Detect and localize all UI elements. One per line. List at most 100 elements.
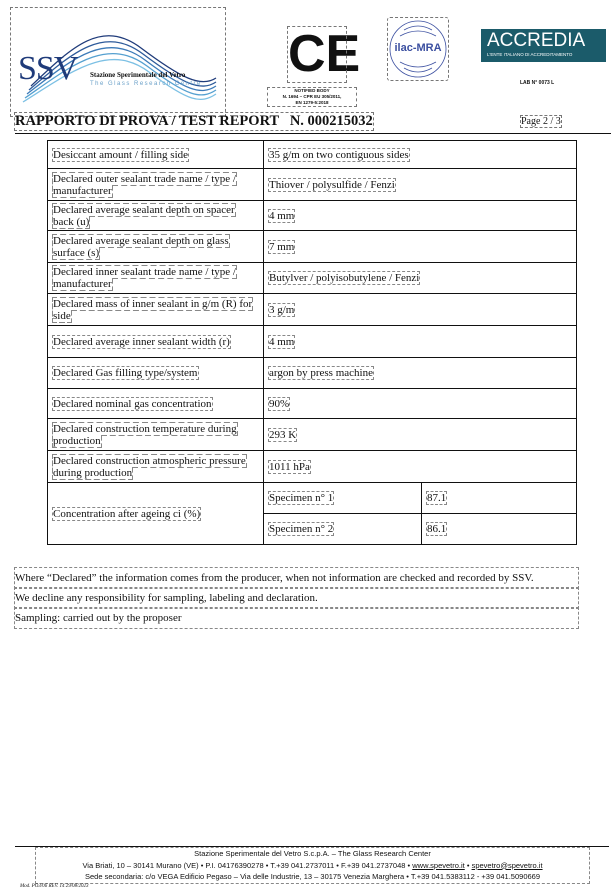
row-label-cell: Desiccant amount / filling side (47, 140, 264, 169)
row-label-cell: Declared construction atmospheric pressu… (47, 450, 264, 483)
row-label: Declared nominal gas concentration (52, 396, 213, 411)
row-value-cell: 4 mm (263, 325, 577, 358)
row-value-cell: 293 K (263, 418, 577, 451)
ce-note-line: NOTIFIED BODY (294, 88, 330, 93)
lab-number: LAB N° 0073 L (520, 80, 555, 86)
row-value: 1011 hPa (268, 459, 311, 474)
specimen-value-cell: 86.1 (421, 513, 577, 545)
row-value-cell: 3 g/m (263, 293, 577, 326)
table-row: Declared construction atmospheric pressu… (47, 450, 577, 483)
row-value-cell: Butylver / polyisobutylene / Fenzi (263, 262, 577, 294)
row-label: Declared average inner sealant width (r) (52, 334, 231, 349)
table-row: Declared mass of inner sealant in g/m (R… (47, 293, 577, 326)
ce-mark: CE (287, 25, 361, 83)
row-label-cell: Declared average sealant depth on glass … (47, 230, 264, 263)
row-value-cell: 35 g/m on two contiguous sides (263, 140, 577, 169)
specimen-value: 86.1 (425, 522, 448, 536)
row-label: Declared average sealant depth on spacer… (52, 202, 236, 229)
note-disclaimer: We decline any responsibility for sampli… (14, 587, 579, 609)
table-row: Declared average sealant depth on glass … (47, 230, 577, 263)
concentration-label-cell: Concentration after ageing ci (%) (47, 482, 264, 545)
ssv-logo-subtitle: The Glass Research Centre (90, 81, 202, 87)
report-title: RAPPORTO DI PROVA / TEST REPORT N. 00021… (14, 112, 374, 131)
row-value-cell: 7 mm (263, 230, 577, 263)
specimen-name: Specimen n° 1 (267, 491, 335, 505)
row-value: 293 K (267, 427, 298, 442)
table-row: Declared Gas filling type/system argon by… (47, 357, 577, 389)
row-label: Desiccant amount / filling side (51, 147, 190, 162)
specimen-name: Specimen n° 2 (267, 522, 335, 536)
row-label-cell: Declared Gas filling type/system (47, 357, 264, 389)
row-label-cell: Declared average sealant depth on spacer… (47, 200, 264, 231)
table-row: Declared outer sealant trade name / type… (47, 168, 577, 201)
row-label-cell: Declared construction temperature during… (47, 418, 264, 451)
row-label-cell: Declared average inner sealant width (r) (47, 325, 264, 358)
glass-wave-icon (22, 35, 217, 103)
table-row-specimen: Concentration after ageing ci (%) Specime… (47, 482, 577, 545)
notes: Where “Declared” the information comes f… (14, 567, 579, 629)
note-declared: Where “Declared” the information comes f… (14, 567, 579, 589)
ilac-logo (387, 17, 449, 81)
row-value: 4 mm (267, 208, 296, 223)
row-label: Declared inner sealant trade name / type… (52, 265, 237, 291)
ce-note-line: EN 1279-5:2018 (295, 100, 329, 105)
specimen-value-cell: 87.1 (421, 482, 577, 514)
ssv-logo-mark: SSV (18, 50, 78, 87)
ilac-globe-icon (389, 20, 447, 78)
row-value: Thiover / polysulfide / Fenzi (268, 177, 396, 192)
footer-address: Via Briati, 10 – 30141 Murano (VE) • P.I… (82, 860, 543, 870)
row-value-cell: 1011 hPa (263, 450, 577, 483)
row-value: Butylver / polyisobutylene / Fenzi (267, 271, 421, 285)
table-row: Declared inner sealant trade name / type… (47, 262, 577, 294)
ssv-logo (10, 7, 226, 117)
footer: Stazione Sperimentale del Vetro S.c.p.A.… (35, 847, 590, 884)
footer-divider (15, 846, 609, 847)
table-row: Declared nominal gas concentration 90% (47, 388, 577, 419)
row-value-cell: 4 mm (263, 200, 577, 231)
specimen-value: 87.1 (425, 491, 448, 505)
row-value: 7 mm (267, 239, 296, 254)
table-row: Desiccant amount / filling side 35 g/m on… (47, 140, 577, 169)
row-label: Declared construction atmospheric pressu… (52, 453, 247, 480)
accredia-subtitle: L'ENTE ITALIANO DI ACCREDITAMENTO (487, 52, 573, 57)
row-label-cell: Declared inner sealant trade name / type… (47, 262, 264, 294)
ilac-mra-text: ilac-MRA (394, 42, 442, 54)
row-value-cell: Thiover / polysulfide / Fenzi (263, 168, 577, 201)
row-label: Declared mass of inner sealant in g/m (R… (51, 296, 254, 323)
footer-address-text: Via Briati, 10 – 30141 Murano (VE) • P.I… (82, 860, 411, 870)
row-label: Declared Gas filling type/system (52, 366, 199, 380)
notified-body-note: NOTIFIED BODY N. 1694 – CPR EU 305/2011,… (267, 87, 357, 107)
table-row: Declared construction temperature during… (47, 418, 577, 451)
note-sampling: Sampling: carried out by the proposer (14, 607, 579, 629)
row-value: 90% (267, 396, 291, 411)
footer-company: Stazione Sperimentale del Vetro S.c.p.A.… (194, 849, 431, 858)
row-label: Declared average sealant depth on glass … (52, 233, 230, 260)
table-row-specimen: Specimen n° 2 86.1 (48, 513, 577, 545)
ce-note-line: N. 1694 – CPR EU 305/2011, (282, 94, 342, 99)
header-divider (15, 133, 611, 134)
form-revision: Mod. PO3/06 REV. 14 29/08/2023 (20, 884, 89, 889)
row-value: argon by press machine (268, 366, 374, 380)
accredia-name: ACCREDIA (487, 30, 586, 51)
specimen-name-cell: Specimen n° 2 (263, 513, 422, 545)
row-label-cell: Declared nominal gas concentration (47, 388, 264, 419)
table-row: Declared average inner sealant width (r)… (47, 325, 577, 358)
row-value: 3 g/m (267, 302, 296, 317)
page-number: Page 2 / 3 (520, 115, 562, 128)
row-label: Declared outer sealant trade name / type… (52, 171, 237, 198)
specimen-name-cell: Specimen n° 1 (263, 482, 422, 514)
accredia-logo: ACCREDIA L'ENTE ITALIANO DI ACCREDITAMEN… (481, 29, 606, 62)
table-row: Declared average sealant depth on spacer… (47, 200, 577, 231)
email-link[interactable]: spevetro@spevetro.it (471, 860, 543, 870)
footer-secondary: Sede secondaria: c/o VEGA Edificio Pegas… (84, 872, 541, 881)
row-label: Declared construction temperature during… (52, 421, 238, 448)
row-label-cell: Declared mass of inner sealant in g/m (R… (47, 293, 264, 326)
row-value-cell: argon by press machine (263, 357, 577, 389)
concentration-label: Concentration after ageing ci (%) (51, 506, 202, 521)
row-value-cell: 90% (263, 388, 577, 419)
row-value: 4 mm (267, 334, 296, 349)
row-label-cell: Declared outer sealant trade name / type… (47, 168, 264, 201)
website-link[interactable]: www.spevetro.it (412, 860, 465, 870)
test-data-table: Desiccant amount / filling side 35 g/m on… (47, 140, 577, 545)
